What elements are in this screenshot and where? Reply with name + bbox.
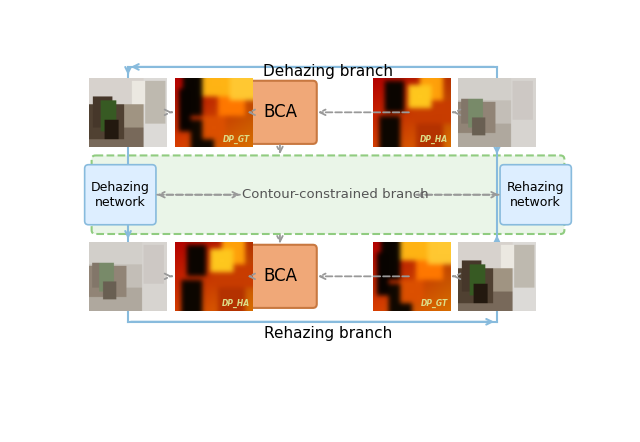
Text: Dehazing
network: Dehazing network bbox=[91, 181, 150, 209]
Text: BCA: BCA bbox=[263, 267, 297, 286]
Text: Dehazing branch: Dehazing branch bbox=[263, 64, 393, 79]
FancyBboxPatch shape bbox=[500, 165, 572, 225]
Text: Contour-constrained branch: Contour-constrained branch bbox=[243, 188, 429, 201]
FancyBboxPatch shape bbox=[92, 156, 564, 234]
Text: Rehazing
network: Rehazing network bbox=[507, 181, 564, 209]
FancyBboxPatch shape bbox=[243, 245, 317, 308]
Text: BCA: BCA bbox=[263, 103, 297, 122]
FancyBboxPatch shape bbox=[84, 165, 156, 225]
FancyBboxPatch shape bbox=[243, 81, 317, 144]
Text: Rehazing branch: Rehazing branch bbox=[264, 326, 392, 341]
